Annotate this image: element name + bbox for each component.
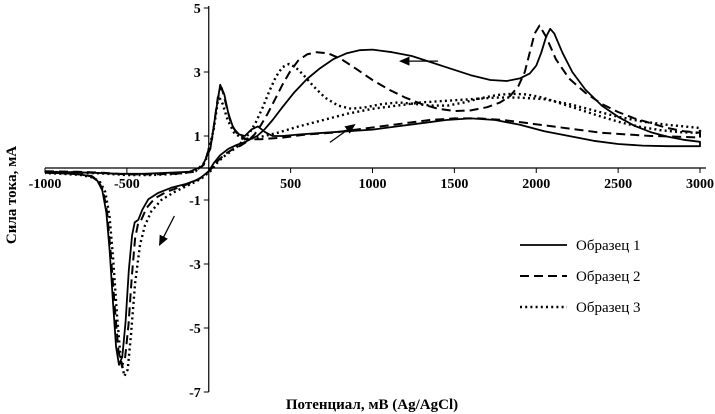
x-tick-label: -500 [114,177,140,192]
x-tick-label: 2500 [604,177,632,192]
series-curves [44,24,702,378]
legend-label-1: Образец 1 [576,238,640,254]
series-line-1 [44,27,701,366]
x-tick-label: -1000 [29,177,62,192]
x-tick-label: 1000 [359,177,387,192]
y-tick-label: -7 [189,386,201,401]
cathodic-sweep-arrow [159,215,175,246]
y-tick-label: 3 [194,66,201,81]
y-tick-label: -3 [189,258,201,273]
series-line-3 [44,62,702,378]
y-axis-title: Сила тока, мА [4,146,20,244]
legend: Образец 1 Образец 2 Образец 3 [520,238,640,316]
y-tick-label: -1 [189,194,201,209]
x-tick-label: 1500 [440,177,468,192]
x-tick-label: 3000 [686,177,714,192]
x-tick-label: 500 [280,177,301,192]
axes [45,6,706,392]
tick-marks-and-labels: -1000 -500 500 1000 1500 2000 2500 3000 5 3 1 -1 -3 -… [29,2,714,401]
series-line-2 [44,24,701,368]
x-tick-label: 2000 [522,177,550,192]
x-axis-title: Потенциал, мВ (Ag/AgCl) [286,397,458,413]
scan-direction-arrows [159,56,438,246]
y-tick-label: -5 [189,322,201,337]
legend-label-3: Образец 3 [576,300,640,316]
y-tick-label: 1 [194,130,201,145]
legend-label-2: Образец 2 [576,269,640,285]
forward-sweep-arrow [329,124,356,143]
y-tick-label: 5 [194,2,201,17]
